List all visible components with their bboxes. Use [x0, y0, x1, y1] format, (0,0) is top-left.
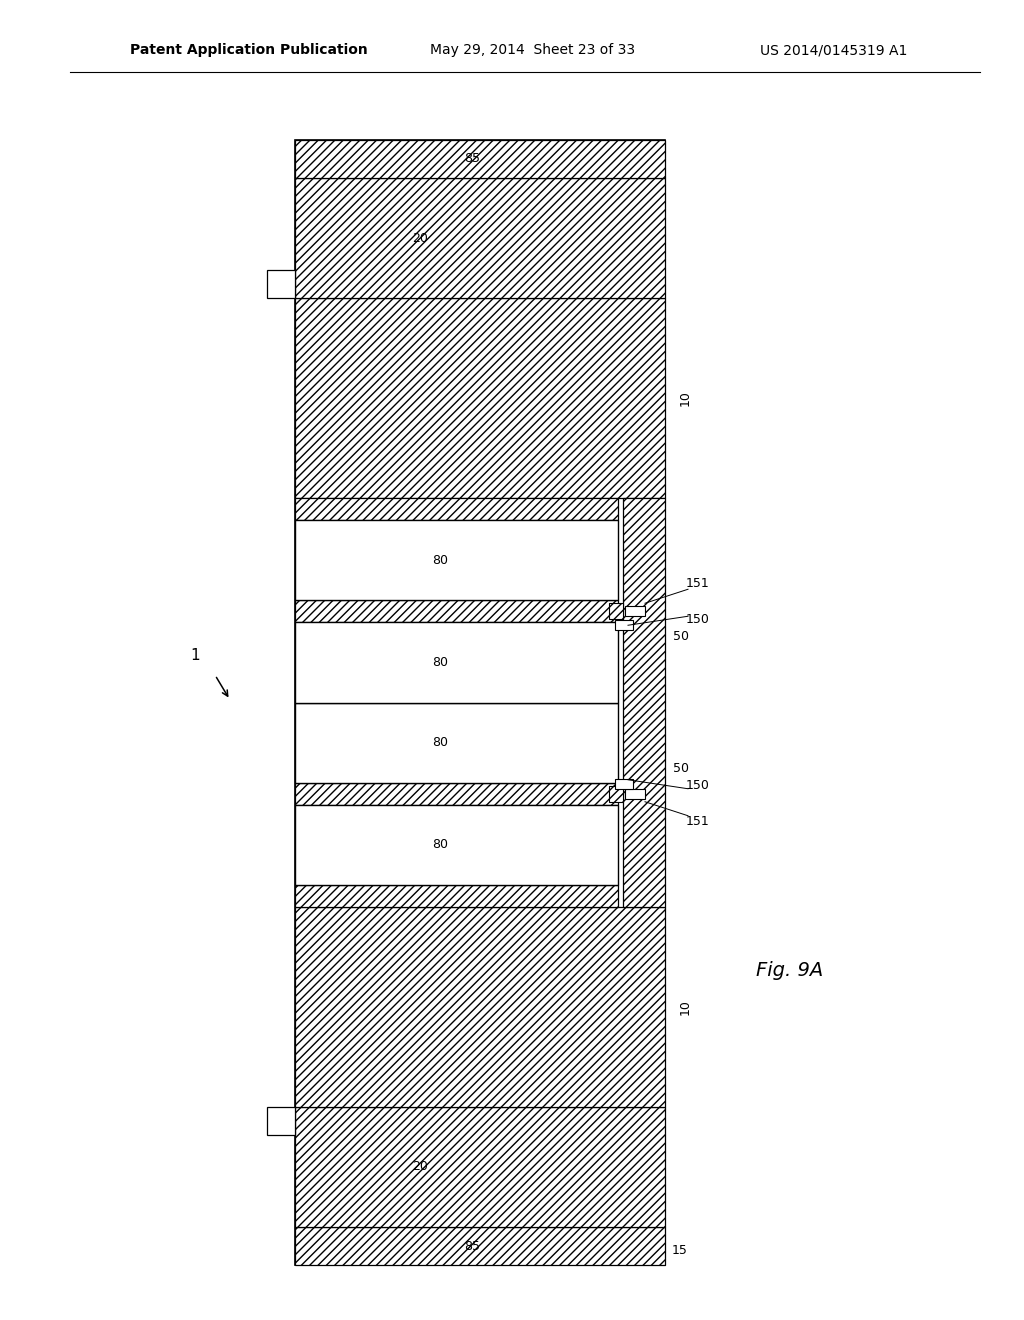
Text: 15: 15: [672, 1243, 688, 1257]
Bar: [295, 178, 665, 298]
Bar: [295, 702, 618, 783]
Bar: [623, 498, 665, 907]
Bar: [615, 620, 633, 630]
Bar: [295, 783, 618, 805]
Bar: [625, 606, 645, 616]
Text: 85: 85: [465, 1239, 480, 1253]
Bar: [267, 271, 295, 298]
Text: 50: 50: [673, 630, 689, 643]
Text: 1: 1: [190, 648, 200, 663]
Text: 10: 10: [679, 391, 691, 407]
Bar: [609, 603, 623, 619]
Text: 80: 80: [432, 553, 449, 566]
Text: 10: 10: [679, 999, 691, 1015]
Bar: [295, 884, 618, 907]
Text: May 29, 2014  Sheet 23 of 33: May 29, 2014 Sheet 23 of 33: [430, 44, 635, 57]
Text: 85: 85: [465, 153, 480, 165]
Text: 151: 151: [686, 577, 710, 590]
Bar: [295, 907, 665, 1107]
Text: 150: 150: [686, 779, 710, 792]
Bar: [295, 140, 665, 1265]
Bar: [615, 779, 633, 789]
Bar: [625, 789, 645, 799]
Bar: [295, 601, 618, 622]
Text: 80: 80: [432, 737, 449, 750]
Text: 50: 50: [673, 762, 689, 775]
Bar: [295, 298, 665, 498]
Bar: [609, 785, 623, 801]
Bar: [295, 805, 618, 884]
Bar: [295, 140, 665, 178]
Bar: [295, 498, 618, 520]
Text: 150: 150: [686, 612, 710, 626]
Text: 80: 80: [432, 838, 449, 851]
Bar: [295, 1228, 665, 1265]
Text: US 2014/0145319 A1: US 2014/0145319 A1: [760, 44, 907, 57]
Text: 80: 80: [432, 656, 449, 669]
Text: 151: 151: [686, 816, 710, 828]
Bar: [295, 1107, 665, 1228]
Text: 20: 20: [412, 1160, 428, 1173]
Text: Patent Application Publication: Patent Application Publication: [130, 44, 368, 57]
Text: Fig. 9A: Fig. 9A: [757, 961, 823, 979]
Bar: [267, 1107, 295, 1135]
Text: 20: 20: [412, 231, 428, 244]
Bar: [295, 520, 618, 601]
Bar: [295, 622, 618, 702]
